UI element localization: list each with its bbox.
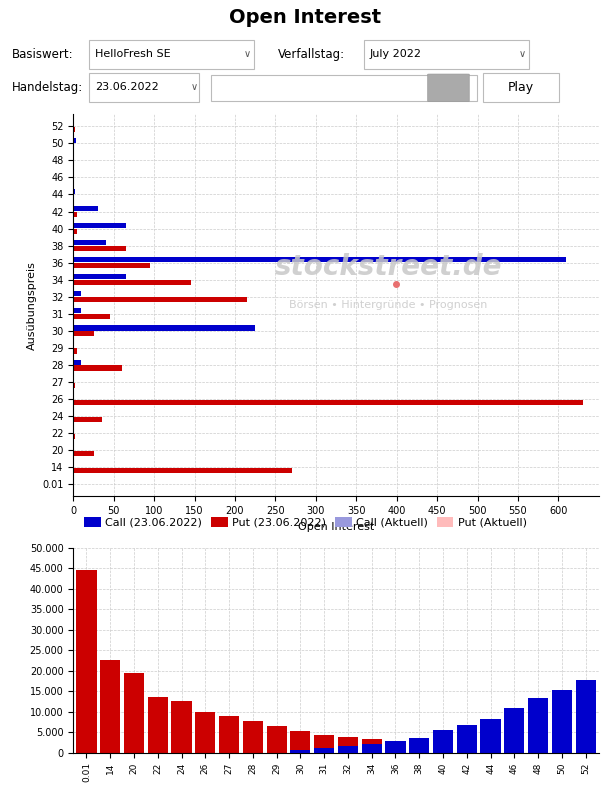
Bar [243, 720, 263, 753]
Text: ∨: ∨ [244, 50, 251, 59]
Text: ∨: ∨ [191, 83, 198, 92]
Bar [386, 741, 406, 753]
Bar [266, 726, 287, 753]
Bar [73, 359, 81, 365]
Bar [100, 660, 120, 753]
Bar [73, 281, 191, 285]
X-axis label: Open Interest: Open Interest [298, 522, 374, 532]
Bar [552, 690, 572, 753]
Bar [76, 571, 97, 753]
Text: HelloFresh SE: HelloFresh SE [95, 50, 170, 59]
Text: stockstreet.de: stockstreet.de [275, 253, 502, 281]
Bar [290, 749, 310, 753]
Bar [552, 751, 572, 753]
Bar [338, 746, 358, 753]
Text: Basiswert:: Basiswert: [12, 48, 74, 61]
Bar [73, 189, 75, 194]
Bar [172, 701, 192, 753]
Bar [73, 382, 75, 388]
Bar [73, 138, 76, 143]
Bar [73, 274, 126, 279]
Bar [73, 206, 98, 211]
FancyBboxPatch shape [211, 75, 477, 101]
Bar [73, 127, 75, 132]
Text: Börsen • Hintergründe • Prognosen: Börsen • Hintergründe • Prognosen [290, 300, 488, 310]
Bar [73, 348, 78, 354]
Bar [73, 400, 583, 405]
Bar [480, 749, 500, 753]
Bar [73, 314, 110, 319]
Bar [314, 735, 334, 753]
Bar [73, 332, 93, 336]
Bar [409, 744, 430, 753]
Bar [73, 246, 126, 251]
Bar [504, 708, 524, 753]
Text: July 2022: July 2022 [370, 50, 422, 59]
Bar [73, 229, 78, 234]
FancyBboxPatch shape [483, 73, 559, 102]
Bar [73, 257, 566, 262]
Legend: Call (23.06.2022), Put (23.06.2022), Call (Aktuell), Put (Aktuell): Call (23.06.2022), Put (23.06.2022), Cal… [79, 512, 532, 532]
Bar [290, 731, 310, 753]
Bar [73, 325, 255, 330]
Text: ∨: ∨ [519, 50, 526, 59]
Bar [433, 745, 453, 753]
Bar [124, 673, 144, 753]
Bar [433, 730, 453, 753]
Bar [73, 240, 106, 245]
Bar [195, 712, 216, 753]
Bar [73, 308, 81, 314]
Bar [409, 738, 430, 753]
FancyBboxPatch shape [89, 73, 199, 102]
Bar [338, 737, 358, 753]
Text: Handelstag:: Handelstag: [12, 81, 84, 94]
FancyBboxPatch shape [364, 40, 529, 69]
Bar [362, 739, 382, 753]
Bar [456, 747, 477, 753]
Bar [73, 366, 122, 370]
Bar [314, 748, 334, 753]
Text: Open Interest: Open Interest [230, 8, 381, 28]
FancyBboxPatch shape [428, 74, 469, 102]
Bar [148, 697, 168, 753]
Bar [528, 750, 548, 753]
Bar [456, 725, 477, 753]
Bar [73, 297, 247, 303]
Bar [73, 263, 150, 268]
Bar [73, 468, 291, 473]
Bar [386, 741, 406, 753]
Bar [73, 223, 126, 229]
Bar [73, 451, 93, 456]
Text: Verfallstag:: Verfallstag: [278, 48, 345, 61]
Bar [480, 719, 500, 753]
Text: Play: Play [508, 81, 534, 94]
Bar [73, 417, 101, 422]
Text: 23.06.2022: 23.06.2022 [95, 83, 158, 92]
Bar [576, 679, 596, 753]
Bar [362, 744, 382, 753]
FancyBboxPatch shape [89, 40, 254, 69]
Bar [504, 750, 524, 753]
Bar [219, 716, 239, 753]
Bar [73, 433, 75, 439]
Bar [528, 698, 548, 753]
Bar [73, 292, 81, 296]
Bar [73, 212, 78, 217]
Y-axis label: Ausübungspreis: Ausübungspreis [27, 261, 37, 350]
